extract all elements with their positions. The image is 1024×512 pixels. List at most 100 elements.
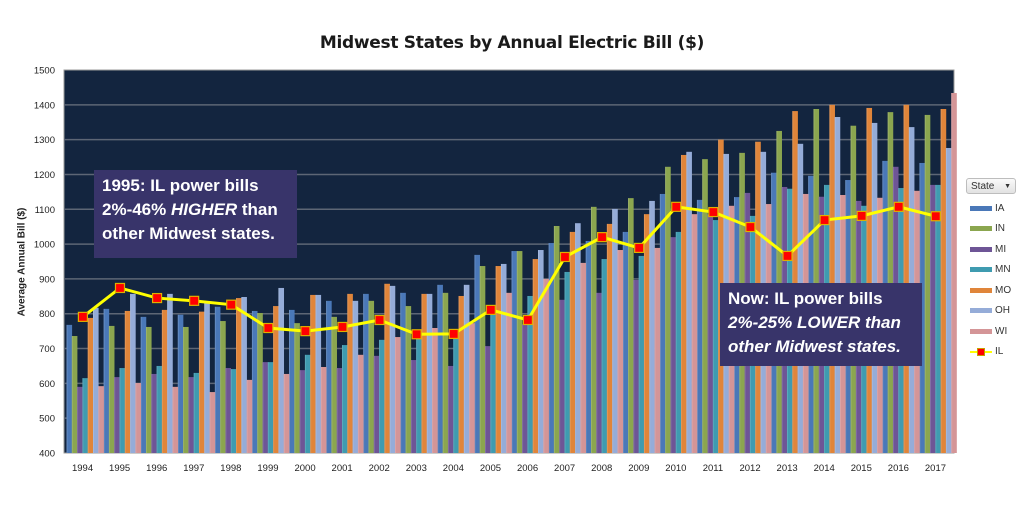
bar-ia xyxy=(511,251,518,453)
il-line-series xyxy=(77,201,941,340)
bar-highlight xyxy=(410,360,412,453)
bar-oh xyxy=(426,293,433,453)
legend-label: WI xyxy=(995,325,1008,337)
bar-ia xyxy=(548,243,555,453)
bar-highlight xyxy=(696,199,698,453)
legend-filter-label: State xyxy=(971,180,995,192)
legend-filter-dropdown[interactable]: State ▼ xyxy=(966,178,1016,194)
bar-mo xyxy=(569,231,576,453)
bar-highlight xyxy=(145,326,147,453)
bar-mi xyxy=(522,324,528,453)
legend: State ▼ IA IN MI MN MO OH WI IL xyxy=(966,178,1024,362)
y-tick-label: 1300 xyxy=(34,135,55,146)
bar-highlight xyxy=(167,293,169,453)
bar-in xyxy=(442,292,449,453)
bar-wi xyxy=(654,247,661,453)
bar-highlight xyxy=(945,147,947,453)
bar-highlight xyxy=(548,243,550,453)
x-tick-label: 1998 xyxy=(220,463,241,474)
bar-highlight xyxy=(951,92,953,453)
bar-in xyxy=(145,326,152,453)
bar-in xyxy=(516,251,523,453)
bar-highlight xyxy=(691,214,693,453)
bar-highlight xyxy=(495,266,497,453)
bar-mo xyxy=(606,223,613,453)
bar-highlight xyxy=(643,214,645,453)
bar-highlight xyxy=(538,250,539,453)
bar-highlight xyxy=(606,223,608,453)
bar-oh xyxy=(278,287,285,453)
bar-highlight xyxy=(416,338,418,453)
bar-highlight xyxy=(151,373,153,453)
bar-highlight xyxy=(236,298,238,453)
bar-mn xyxy=(416,338,422,453)
legend-swatch xyxy=(970,347,992,356)
bar-highlight xyxy=(564,271,566,453)
bar-highlight xyxy=(82,378,84,453)
chevron-down-icon: ▼ xyxy=(1004,182,1011,190)
bar-mi xyxy=(633,279,639,453)
il-marker xyxy=(114,282,126,294)
bar-highlight xyxy=(485,346,487,453)
bar-highlight xyxy=(257,313,259,453)
bar-highlight xyxy=(500,263,502,453)
x-tick-label: 2006 xyxy=(517,463,538,474)
bar-mo xyxy=(236,298,242,453)
il-marker xyxy=(374,314,385,326)
bar-mn xyxy=(564,271,571,453)
bar-mn xyxy=(119,368,126,453)
bar-highlight xyxy=(373,355,375,453)
bar-in xyxy=(405,306,412,453)
bar-highlight xyxy=(580,262,582,453)
bar-highlight xyxy=(220,321,222,453)
bar-mi xyxy=(596,292,602,453)
bar-highlight xyxy=(590,206,592,453)
bar-highlight xyxy=(612,208,614,453)
bar-mi xyxy=(299,370,306,453)
bar-highlight xyxy=(453,337,455,453)
bar-mn xyxy=(193,372,200,453)
bar-series xyxy=(66,92,957,454)
bar-ia xyxy=(103,308,110,453)
bar-mi xyxy=(447,365,454,453)
bar-mo xyxy=(87,317,94,453)
bar-highlight xyxy=(511,251,513,453)
bar-wi xyxy=(135,383,141,453)
bar-mi xyxy=(373,355,380,453)
legend-items: IA IN MI MN MO OH WI IL xyxy=(966,198,1024,362)
bar-highlight xyxy=(702,159,704,453)
bar-highlight xyxy=(553,225,555,453)
annotation-text: 2%-46% xyxy=(102,200,171,219)
bar-highlight xyxy=(315,294,317,453)
bar-highlight xyxy=(336,368,338,453)
bar-in xyxy=(108,325,115,453)
bar-in xyxy=(331,316,337,453)
x-tick-label: 2007 xyxy=(554,463,575,474)
bar-oh xyxy=(945,147,952,453)
il-marker xyxy=(856,210,867,221)
bar-highlight xyxy=(172,386,174,453)
bar-oh xyxy=(538,250,544,453)
y-tick-label: 800 xyxy=(39,309,55,320)
bar-ia xyxy=(919,162,926,453)
bar-highlight xyxy=(596,292,598,453)
bar-highlight xyxy=(633,279,635,453)
legend-swatch xyxy=(970,205,992,211)
bar-highlight xyxy=(930,184,932,453)
bar-mo xyxy=(643,214,650,453)
y-tick-label: 600 xyxy=(39,379,55,390)
bar-highlight xyxy=(665,166,667,453)
bar-highlight xyxy=(251,310,253,453)
bar-highlight xyxy=(177,314,179,453)
bar-highlight xyxy=(130,293,132,453)
bar-mn xyxy=(601,259,608,453)
bar-in xyxy=(183,326,189,453)
bar-mi xyxy=(262,362,269,453)
bar-mo xyxy=(198,311,205,453)
bar-highlight xyxy=(262,362,264,453)
bar-mn xyxy=(712,220,719,453)
bar-mn xyxy=(156,365,163,453)
bar-highlight xyxy=(506,292,508,453)
bar-mo xyxy=(792,111,798,454)
bar-highlight xyxy=(681,154,683,453)
